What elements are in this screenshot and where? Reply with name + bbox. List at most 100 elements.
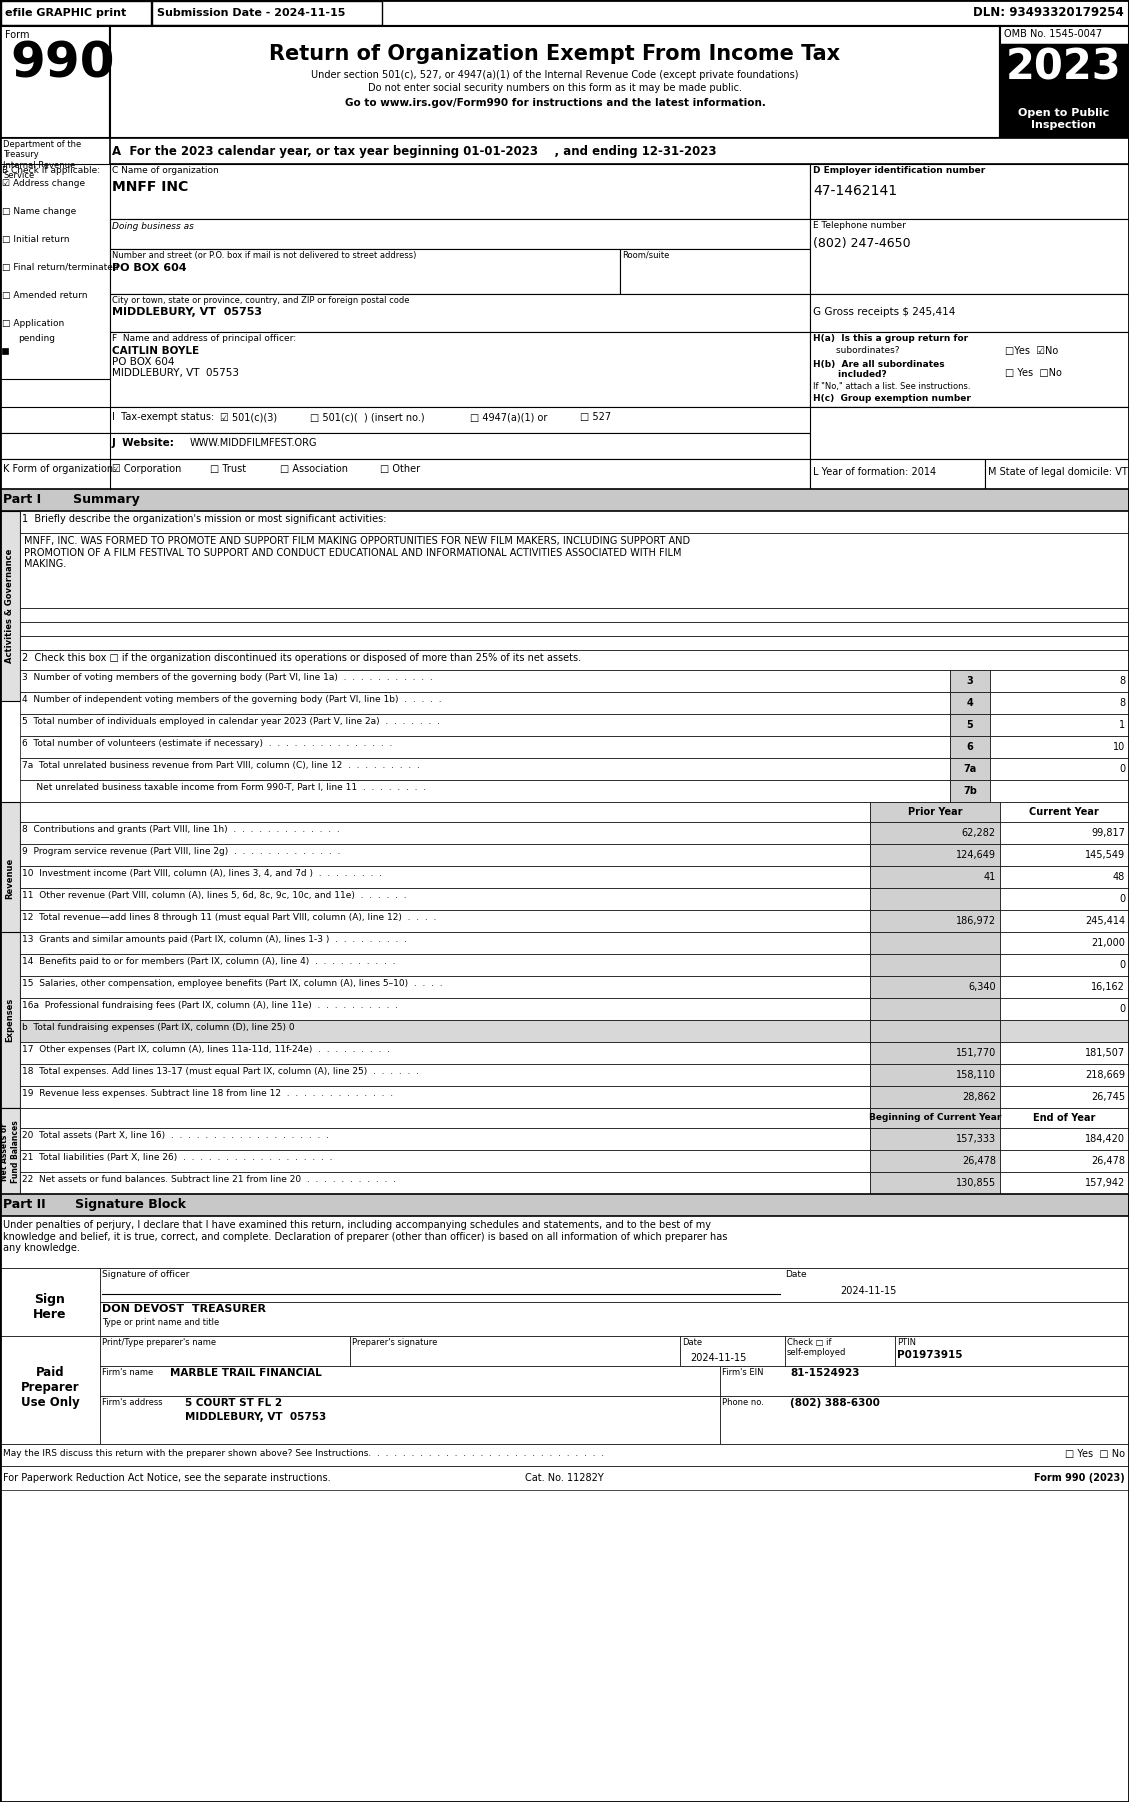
Text: Summary: Summary (60, 494, 140, 506)
Text: 158,110: 158,110 (956, 1070, 996, 1079)
Bar (20, 1150, 870, 1171)
Bar (20, 533, 1129, 607)
Bar (809, 407, 1129, 460)
Bar (0, 1467, 1129, 1490)
Text: Go to www.irs.gov/Form990 for instructions and the latest information.: Go to www.irs.gov/Form990 for instructio… (344, 97, 765, 108)
Text: 245,414: 245,414 (1085, 915, 1124, 926)
Bar (20, 651, 1129, 670)
Text: 26,745: 26,745 (1091, 1092, 1124, 1103)
Bar (20, 759, 949, 780)
Bar (870, 1042, 1000, 1063)
Text: 99,817: 99,817 (1091, 827, 1124, 838)
Text: 218,669: 218,669 (1085, 1070, 1124, 1079)
Bar (350, 1335, 680, 1366)
Text: 130,855: 130,855 (956, 1179, 996, 1188)
Text: 9  Program service revenue (Part VIII, line 2g)  .  .  .  .  .  .  .  .  .  .  .: 9 Program service revenue (Part VIII, li… (21, 847, 340, 856)
Text: 28,862: 28,862 (962, 1092, 996, 1103)
Text: 1  Briefly describe the organization's mission or most significant activities:: 1 Briefly describe the organization's mi… (21, 514, 386, 524)
Bar (20, 714, 949, 735)
Text: MIDDLEBURY, VT  05753: MIDDLEBURY, VT 05753 (112, 306, 262, 317)
Bar (984, 460, 1129, 488)
Text: H(a)  Is this a group return for: H(a) Is this a group return for (813, 333, 969, 342)
Text: 10: 10 (1113, 742, 1124, 751)
Text: B Check if applicable:: B Check if applicable: (2, 166, 100, 175)
Text: 17  Other expenses (Part IX, column (A), lines 11a-11d, 11f-24e)  .  .  .  .  . : 17 Other expenses (Part IX, column (A), … (21, 1045, 390, 1054)
Text: 145,549: 145,549 (1085, 851, 1124, 860)
Text: 5 COURT ST FL 2: 5 COURT ST FL 2 (185, 1398, 282, 1407)
Bar (809, 332, 1129, 407)
Text: PO BOX 604: PO BOX 604 (112, 263, 186, 272)
Text: Preparer's signature: Preparer's signature (352, 1339, 437, 1348)
Text: Paid
Preparer
Use Only: Paid Preparer Use Only (20, 1366, 79, 1409)
Bar (0, 1335, 100, 1443)
Bar (1, 2, 151, 25)
Text: 13  Grants and similar amounts paid (Part IX, column (A), lines 1-3 )  .  .  .  : 13 Grants and similar amounts paid (Part… (21, 935, 406, 944)
Text: City or town, state or province, country, and ZIP or foreign postal code: City or town, state or province, country… (112, 296, 410, 305)
Bar (0, 25, 110, 139)
Text: 20  Total assets (Part X, line 16)  .  .  .  .  .  .  .  .  .  .  .  .  .  .  . : 20 Total assets (Part X, line 16) . . . … (21, 1132, 329, 1141)
Text: 0: 0 (1119, 764, 1124, 775)
Bar (0, 1108, 20, 1197)
Bar (1000, 953, 1129, 977)
Bar (20, 512, 1129, 533)
Text: ☑ Address change: ☑ Address change (2, 178, 85, 187)
Bar (20, 735, 949, 759)
Bar (870, 1171, 1000, 1195)
Text: Cat. No. 11282Y: Cat. No. 11282Y (525, 1472, 603, 1483)
Bar (110, 25, 1000, 139)
Text: 990: 990 (10, 40, 114, 88)
Text: 7a: 7a (963, 764, 977, 775)
Bar (990, 780, 1129, 802)
Text: Revenue: Revenue (6, 858, 15, 899)
Bar (110, 164, 809, 220)
Text: 124,649: 124,649 (956, 851, 996, 860)
Bar (870, 998, 1000, 1020)
Text: 5: 5 (966, 721, 973, 730)
Text: I  Tax-exempt status:: I Tax-exempt status: (112, 413, 215, 422)
Bar (20, 1042, 870, 1063)
Bar (0, 1195, 1129, 1216)
Bar (870, 1108, 1000, 1128)
Bar (0, 432, 809, 460)
Bar (20, 780, 949, 802)
Bar (0, 164, 110, 378)
Bar (110, 332, 809, 407)
Bar (20, 822, 870, 843)
Bar (990, 759, 1129, 780)
Bar (870, 977, 1000, 998)
Text: □ Application: □ Application (2, 319, 64, 328)
Text: Type or print name and title: Type or print name and title (102, 1317, 219, 1326)
Text: (802) 247-4650: (802) 247-4650 (813, 238, 911, 250)
Bar (990, 735, 1129, 759)
Text: 11  Other revenue (Part VIII, column (A), lines 5, 6d, 8c, 9c, 10c, and 11e)  . : 11 Other revenue (Part VIII, column (A),… (21, 890, 406, 899)
Text: 41: 41 (983, 872, 996, 881)
Text: Beginning of Current Year: Beginning of Current Year (869, 1114, 1001, 1123)
Bar (20, 1128, 870, 1150)
Bar (20, 867, 870, 888)
Text: Date: Date (785, 1270, 806, 1279)
Bar (20, 692, 949, 714)
Bar (20, 888, 870, 910)
Bar (1000, 843, 1129, 867)
Bar (1000, 1128, 1129, 1150)
Bar (20, 607, 1129, 622)
Bar (20, 802, 870, 822)
Bar (2, 348, 8, 353)
Text: Check □ if
self-employed: Check □ if self-employed (787, 1339, 847, 1357)
Bar (20, 1020, 870, 1042)
Text: Room/suite: Room/suite (622, 250, 669, 259)
Text: Open to Public
Inspection: Open to Public Inspection (1018, 108, 1110, 130)
Text: 8  Contributions and grants (Part VIII, line 1h)  .  .  .  .  .  .  .  .  .  .  : 8 Contributions and grants (Part VIII, l… (21, 825, 340, 834)
Text: 157,333: 157,333 (956, 1133, 996, 1144)
Text: Under penalties of perjury, I declare that I have examined this return, includin: Under penalties of perjury, I declare th… (3, 1220, 727, 1252)
Text: May the IRS discuss this return with the preparer shown above? See Instructions.: May the IRS discuss this return with the… (3, 1449, 604, 1458)
Bar (1000, 867, 1129, 888)
Text: PO BOX 604: PO BOX 604 (112, 357, 175, 368)
Text: L Year of formation: 2014: L Year of formation: 2014 (813, 467, 936, 478)
Text: 2  Check this box □ if the organization discontinued its operations or disposed : 2 Check this box □ if the organization d… (21, 652, 581, 663)
Bar (870, 843, 1000, 867)
Text: □ Association: □ Association (280, 463, 348, 474)
Bar (949, 759, 990, 780)
Bar (1000, 1108, 1129, 1128)
Bar (20, 1171, 870, 1195)
